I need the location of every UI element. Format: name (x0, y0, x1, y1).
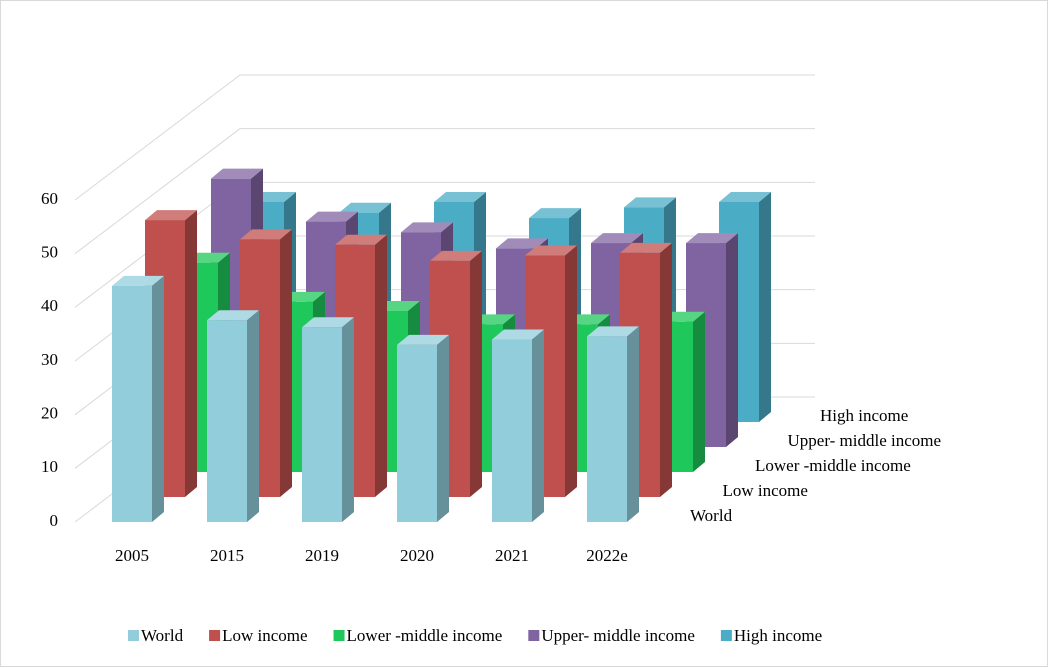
x-tick-label: 2022e (586, 546, 628, 565)
row-label: High income (820, 406, 908, 425)
x-tick-label: 2005 (115, 546, 149, 565)
bar-side (437, 334, 449, 522)
bar-top (434, 191, 486, 202)
bar-top (430, 250, 482, 261)
bar-top (335, 234, 387, 245)
bar-side (627, 326, 639, 522)
bar-side (470, 250, 482, 497)
bar-top (620, 242, 672, 253)
bar-side (247, 310, 259, 522)
y-tick-label: 40 (41, 296, 58, 315)
y-tick-label: 50 (41, 243, 58, 262)
legend-label: World (141, 626, 184, 645)
bar-side (565, 245, 577, 497)
bar-top (496, 238, 548, 249)
y-tick-label: 10 (41, 457, 58, 476)
bar-side (532, 329, 544, 522)
bar-top (587, 326, 639, 337)
x-tick-label: 2020 (400, 546, 434, 565)
legend-label: Lower -middle income (347, 626, 503, 645)
bar (207, 320, 247, 522)
bar-top (525, 245, 577, 256)
bar-top (686, 233, 738, 244)
row-label: Lower -middle income (755, 456, 911, 475)
legend-label: High income (734, 626, 822, 645)
bar-side (726, 233, 738, 447)
bar (112, 285, 152, 522)
bar-top (401, 222, 453, 233)
x-tick-label: 2019 (305, 546, 339, 565)
bar-top (397, 334, 449, 345)
bar-side (693, 311, 705, 472)
row-label: World (690, 506, 733, 525)
bar (302, 327, 342, 522)
bar-side (759, 191, 771, 422)
legend-swatch (209, 630, 221, 641)
x-tick-label: 2021 (495, 546, 529, 565)
y-tick-label: 60 (41, 189, 58, 208)
bar-top (529, 208, 581, 219)
bar-top (302, 317, 354, 328)
bar-side (152, 275, 164, 522)
bar-side (375, 234, 387, 497)
grid-line (74, 128, 815, 255)
bar-side (342, 317, 354, 522)
grid-line (74, 74, 815, 201)
y-tick-label: 20 (41, 404, 58, 423)
legend-swatch (720, 630, 732, 641)
bar-side (185, 210, 197, 497)
bar-top (624, 197, 676, 208)
bar-top (591, 233, 643, 244)
bar-side (660, 242, 672, 497)
row-label: Low income (723, 481, 808, 500)
bar-top (492, 329, 544, 340)
y-tick-label: 30 (41, 350, 58, 369)
bar-side (280, 229, 292, 497)
bar-top (145, 210, 197, 221)
bar (397, 344, 437, 522)
legend-swatch (333, 630, 345, 641)
bar-top (112, 275, 164, 286)
legend-label: Low income (222, 626, 307, 645)
bar (492, 339, 532, 522)
bar-top (719, 191, 771, 202)
y-tick-label: 0 (50, 511, 59, 530)
row-label: Upper- middle income (788, 431, 942, 450)
x-tick-label: 2015 (210, 546, 244, 565)
bar-top (339, 202, 391, 213)
legend-label: Upper- middle income (541, 626, 695, 645)
bar-top (211, 168, 263, 179)
bar-top (240, 229, 292, 240)
bar-top (207, 310, 259, 321)
bar-top (306, 211, 358, 222)
bar (587, 336, 627, 522)
legend-swatch (128, 630, 139, 641)
legend-swatch (528, 630, 540, 641)
